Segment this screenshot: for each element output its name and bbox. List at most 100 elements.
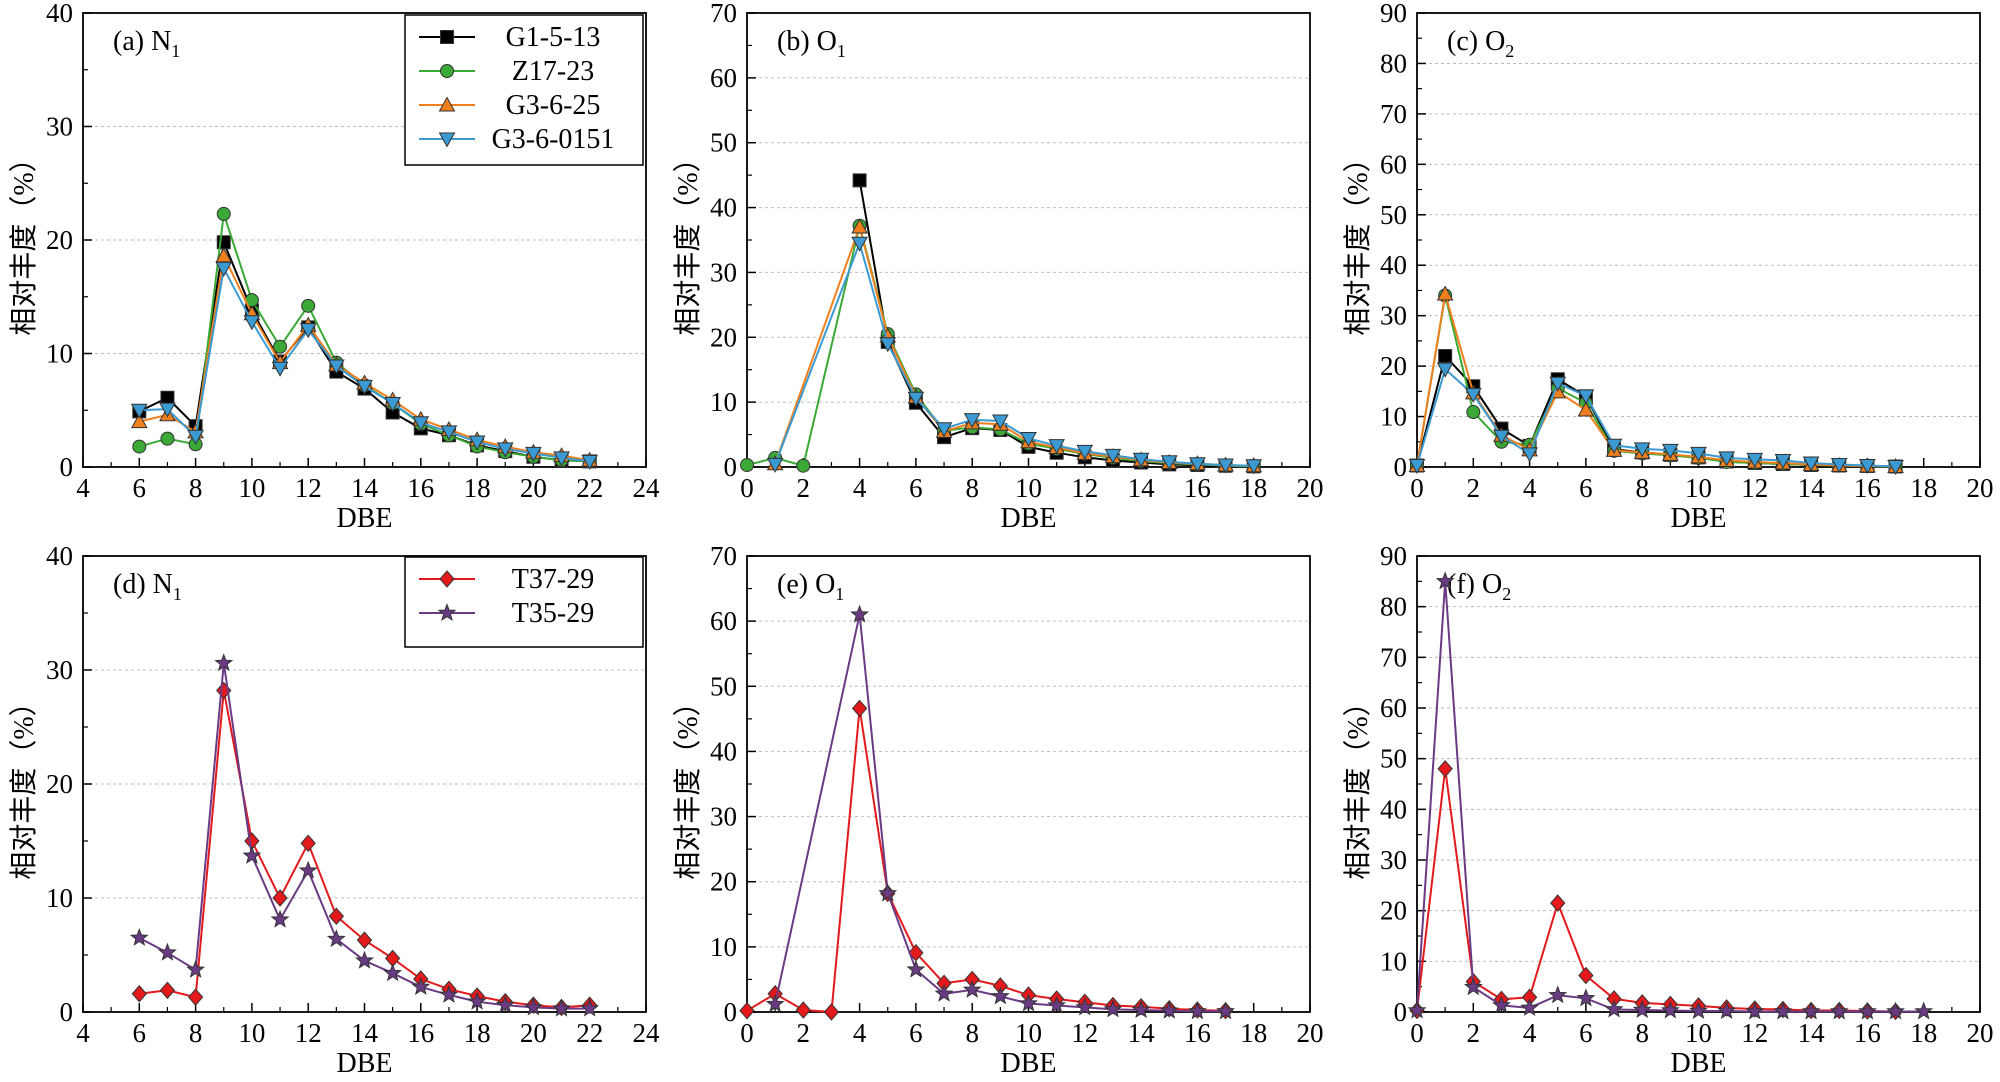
data-point bbox=[850, 604, 870, 623]
x-tick-label: 0 bbox=[1410, 1018, 1424, 1048]
x-tick-label: 24 bbox=[633, 1018, 661, 1048]
panel-label-main: (f) O bbox=[1447, 569, 1502, 600]
series-line bbox=[746, 708, 1226, 1014]
series-line bbox=[1416, 768, 1896, 1013]
x-tick-label: 6 bbox=[1579, 473, 1593, 503]
panel-label-subscript: 1 bbox=[171, 41, 180, 61]
y-tick-label: 70 bbox=[710, 0, 737, 28]
plot-frame bbox=[746, 555, 1311, 1013]
x-tick-label: 10 bbox=[1015, 473, 1042, 503]
y-tick-label: 30 bbox=[1380, 301, 1407, 331]
data-point bbox=[580, 998, 600, 1017]
legend-label: G1-5-13 bbox=[506, 22, 601, 53]
legend-marker bbox=[440, 64, 454, 78]
data-point bbox=[1887, 459, 1904, 476]
x-tick-label: 12 bbox=[1071, 1018, 1098, 1048]
data-point bbox=[934, 983, 954, 1002]
data-point bbox=[214, 653, 234, 672]
data-point bbox=[215, 261, 233, 277]
x-tick-label: 4 bbox=[76, 1018, 90, 1048]
data-point bbox=[496, 442, 514, 458]
data-point bbox=[796, 458, 811, 473]
x-tick-label: 8 bbox=[1635, 473, 1649, 503]
data-point bbox=[439, 984, 459, 1003]
y-axis-title: 相对丰度（%） bbox=[8, 144, 40, 335]
plot-frame bbox=[1416, 555, 1981, 1013]
y-tick-label: 40 bbox=[1380, 794, 1407, 824]
y-tick-label: 20 bbox=[1380, 351, 1407, 381]
panel-label-subscript: 2 bbox=[1502, 584, 1511, 604]
series-T37-29 bbox=[131, 681, 598, 1017]
x-tick-label: 20 bbox=[520, 473, 547, 503]
data-point bbox=[962, 979, 982, 998]
panel-label-main: (d) N bbox=[113, 569, 173, 600]
y-tick-label: 70 bbox=[1380, 642, 1407, 672]
data-point bbox=[766, 457, 784, 473]
data-point bbox=[879, 337, 897, 353]
x-tick-label: 14 bbox=[351, 473, 379, 503]
panel-label-main: (c) O bbox=[1447, 26, 1505, 57]
data-point bbox=[129, 927, 149, 946]
x-tick-label: 4 bbox=[76, 473, 90, 503]
chart-panel-f: 0 2 4 6 8 10 12 14 16 18 20 0 10 20 30 40 50 60 70 80 90 DBE 相… bbox=[1342, 541, 1994, 1079]
y-tick-label: 0 bbox=[724, 997, 738, 1027]
data-point bbox=[1802, 456, 1820, 472]
y-tick-label: 30 bbox=[710, 257, 737, 287]
y-tick-label: 30 bbox=[1380, 845, 1407, 875]
y-tick-label: 70 bbox=[1380, 99, 1407, 129]
x-tick-label: 12 bbox=[1741, 473, 1768, 503]
x-tick-label: 20 bbox=[1297, 1018, 1324, 1048]
y-tick-label: 10 bbox=[710, 387, 737, 417]
x-tick-label: 0 bbox=[740, 473, 754, 503]
x-axis-title: DBE bbox=[337, 1048, 393, 1079]
data-point bbox=[326, 929, 346, 948]
data-point bbox=[1632, 1000, 1652, 1018]
data-point bbox=[1660, 1000, 1680, 1019]
panel-label-main: (b) O bbox=[777, 26, 837, 57]
data-point bbox=[1159, 1000, 1179, 1019]
data-point bbox=[160, 431, 175, 446]
series-Z17-23 bbox=[1410, 288, 1903, 474]
series-G3-6-25 bbox=[766, 218, 1263, 473]
data-point bbox=[1436, 285, 1454, 301]
data-point bbox=[159, 402, 176, 418]
data-point bbox=[1549, 376, 1567, 392]
data-point bbox=[131, 985, 147, 1003]
x-tick-label: 10 bbox=[1015, 1018, 1042, 1048]
data-point bbox=[1605, 438, 1623, 454]
y-tick-label: 0 bbox=[60, 452, 74, 482]
data-point bbox=[301, 298, 316, 313]
data-point bbox=[1774, 453, 1792, 469]
x-tick-label: 6 bbox=[133, 1018, 147, 1048]
data-point bbox=[765, 994, 785, 1013]
y-tick-label: 20 bbox=[1380, 896, 1407, 926]
x-tick-label: 4 bbox=[1523, 473, 1537, 503]
series-line bbox=[774, 240, 1254, 467]
data-point bbox=[1521, 447, 1538, 463]
x-tick-label: 0 bbox=[1410, 473, 1424, 503]
x-tick-label: 6 bbox=[1579, 1018, 1593, 1048]
data-point bbox=[216, 206, 231, 221]
x-tick-label: 12 bbox=[1741, 1018, 1768, 1048]
legend-marker bbox=[438, 96, 456, 112]
data-point bbox=[356, 379, 373, 395]
y-tick-label: 90 bbox=[1380, 541, 1407, 571]
x-tick-label: 4 bbox=[1523, 1018, 1537, 1048]
data-point bbox=[1717, 1001, 1737, 1020]
y-axis-title: 相对丰度（%） bbox=[1342, 144, 1374, 335]
series-line bbox=[858, 180, 1254, 468]
data-point bbox=[355, 950, 374, 969]
x-tick-label: 12 bbox=[295, 1018, 322, 1048]
chart-panel-e: 0 2 4 6 8 10 12 14 16 18 20 0 10 20 30 40 50 60 70 DBE 相对丰度（… bbox=[672, 541, 1324, 1079]
y-tick-label: 50 bbox=[710, 128, 737, 158]
data-point bbox=[1437, 760, 1453, 778]
x-tick-label: 10 bbox=[238, 473, 265, 503]
y-axis-title: 相对丰度（%） bbox=[672, 144, 704, 335]
data-point bbox=[1633, 442, 1651, 458]
plot-frame bbox=[746, 12, 1311, 468]
x-tick-label: 20 bbox=[1967, 473, 1994, 503]
series-line bbox=[1416, 295, 1896, 468]
data-point bbox=[1493, 429, 1510, 445]
y-tick-label: 20 bbox=[710, 322, 737, 352]
chart-panel-b: 0 2 4 6 8 10 12 14 16 18 20 0 10 20 30 40 50 60 70 DBE 相对丰度（… bbox=[672, 0, 1324, 534]
